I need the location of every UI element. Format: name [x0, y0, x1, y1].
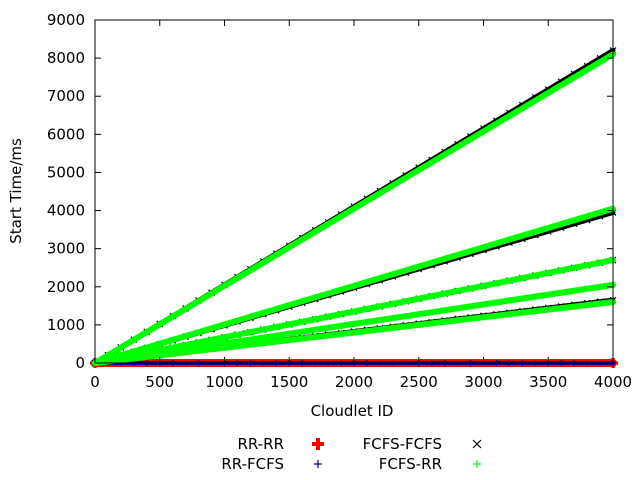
legend-label: FCFS-FCFS: [363, 435, 442, 453]
legend-label: RR-FCFS: [221, 455, 284, 473]
y-tick-label: 3000: [47, 240, 85, 258]
series-markers: [92, 51, 616, 366]
series-fcfs-rr: [92, 51, 616, 366]
x-tick-label: 2000: [335, 373, 373, 391]
x-tick-label: 0: [90, 373, 100, 391]
legend-marker: [314, 460, 322, 468]
y-tick-label: 4000: [47, 202, 85, 220]
legend-item-fcfs-fcfs: FCFS-FCFS: [363, 435, 482, 453]
legend-label: RR-RR: [238, 435, 285, 453]
x-tick-label: 1500: [270, 373, 308, 391]
x-axis-label: Cloudlet ID: [311, 402, 394, 420]
series-markers: [92, 299, 616, 366]
axis-ticks: 0 500 1000 1500 2000 2500 3000 3500 4000 0 1000 200…: [47, 11, 632, 391]
legend-marker: [473, 460, 481, 468]
legend-item-rr-fcfs: RR-FCFS: [221, 455, 322, 473]
x-tick-label: 3000: [464, 373, 502, 391]
legend-label: FCFS-RR: [379, 455, 442, 473]
y-tick-label: 9000: [47, 11, 85, 29]
y-axis-label: Start Time/ms: [7, 138, 25, 244]
plot-marks: [90, 47, 618, 369]
y-tick-label: 6000: [47, 125, 85, 143]
y-tick-label: 1000: [47, 316, 85, 334]
x-tick-label: 1000: [205, 373, 243, 391]
legend-marker: [472, 439, 482, 449]
x-tick-label: 500: [145, 373, 174, 391]
legend: RR-RR RR-FCFS FCFS-FCFS FCFS-RR: [221, 435, 482, 473]
legend-marker: [312, 438, 324, 450]
y-tick-label: 8000: [47, 49, 85, 67]
y-tick-label: 5000: [47, 163, 85, 181]
x-tick-label: 4000: [594, 373, 632, 391]
legend-item-rr-rr: RR-RR: [238, 435, 324, 453]
legend-item-fcfs-rr: FCFS-RR: [379, 455, 481, 473]
x-tick-label: 2500: [400, 373, 438, 391]
x-tick-label: 3500: [529, 373, 567, 391]
series-markers: [92, 205, 616, 366]
y-tick-label: 7000: [47, 87, 85, 105]
y-tick-label: 0: [75, 354, 85, 372]
y-tick-label: 2000: [47, 278, 85, 296]
